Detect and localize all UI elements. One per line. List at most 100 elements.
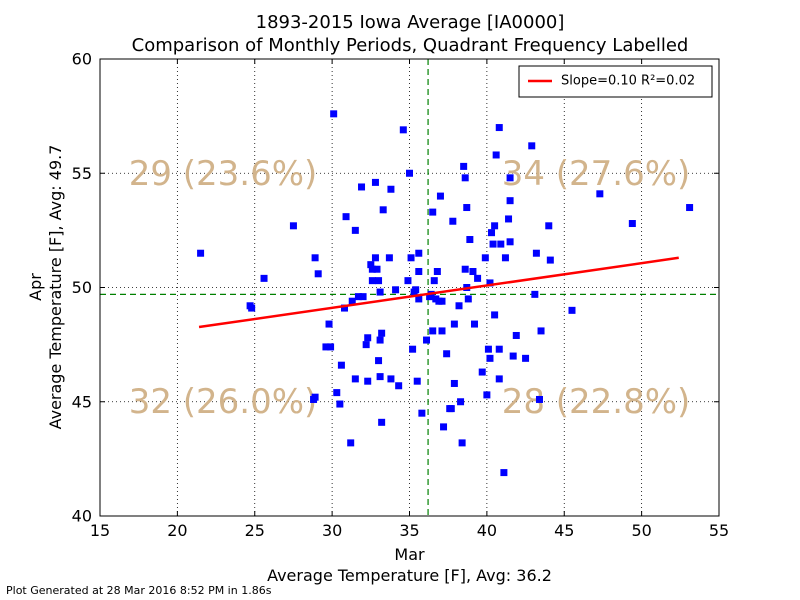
data-point — [415, 249, 423, 257]
quadrant-label-bottom-right: 28 (22.8%) — [502, 382, 691, 422]
data-point — [470, 320, 478, 328]
data-point — [438, 297, 446, 305]
data-point — [415, 295, 423, 303]
data-point — [289, 222, 297, 230]
data-point — [404, 277, 412, 285]
data-point — [449, 217, 457, 225]
data-point — [497, 240, 505, 248]
data-point — [466, 236, 474, 244]
data-point — [387, 375, 395, 383]
data-point — [311, 254, 319, 262]
data-point — [492, 151, 500, 159]
data-point — [358, 183, 366, 191]
data-point — [406, 169, 413, 177]
data-point — [354, 293, 362, 301]
data-point — [486, 279, 494, 287]
data-point — [430, 277, 438, 285]
data-points — [197, 110, 694, 477]
data-point — [376, 288, 384, 296]
legend: Slope=0.10 R²=0.02 — [518, 65, 713, 98]
data-point — [489, 240, 497, 248]
data-point — [379, 206, 387, 214]
data-point — [461, 265, 469, 273]
x-axis-label: Mar — [394, 545, 425, 564]
data-point — [322, 343, 330, 351]
y-axis-sublabel: Average Temperature [F], Avg: 49.7 — [46, 145, 65, 430]
data-point — [423, 336, 431, 344]
data-point — [341, 304, 349, 312]
data-point — [415, 268, 423, 276]
x-tick-label: 55 — [709, 521, 729, 540]
data-point — [375, 277, 383, 285]
y-tick-label: 40 — [72, 507, 92, 526]
data-point — [336, 400, 344, 408]
data-point — [371, 254, 379, 262]
data-point — [686, 204, 694, 212]
y-tick-label: 50 — [72, 278, 92, 297]
x-tick-label: 45 — [554, 521, 574, 540]
data-point — [413, 377, 421, 385]
data-point — [368, 265, 376, 273]
data-point — [342, 213, 350, 221]
data-point — [505, 215, 513, 223]
quadrant-labels: 29 (23.6%) 34 (27.6%) 32 (26.0%) 28 (22.8%) — [129, 154, 691, 422]
x-axis-sublabel: Average Temperature [F], Avg: 36.2 — [267, 566, 552, 585]
data-point — [436, 192, 444, 200]
x-tick-label: 20 — [167, 521, 187, 540]
data-point — [387, 185, 395, 193]
x-tick-label: 40 — [477, 521, 497, 540]
data-point — [469, 268, 477, 276]
data-point — [367, 261, 375, 269]
data-point — [409, 345, 417, 353]
grid — [100, 59, 719, 516]
data-point — [596, 190, 604, 198]
regression-line-segment — [198, 256, 679, 329]
data-point — [464, 295, 472, 303]
average-lines — [100, 59, 719, 516]
generation-footer: Plot Generated at 28 Mar 2016 8:52 PM in… — [6, 584, 272, 597]
data-point — [378, 418, 386, 426]
data-point — [407, 254, 415, 262]
quadrant-label-top-left: 29 (23.6%) — [129, 154, 318, 194]
data-point — [433, 268, 441, 276]
x-tick-label: 50 — [631, 521, 651, 540]
data-point — [447, 405, 455, 413]
data-point — [458, 439, 466, 447]
data-point — [325, 320, 333, 328]
data-point — [248, 304, 256, 312]
y-tick-label: 55 — [72, 164, 92, 183]
legend-label: Slope=0.10 R²=0.02 — [561, 74, 695, 89]
data-point — [450, 320, 458, 328]
data-point — [197, 249, 205, 257]
chart-subtitle: Comparison of Monthly Periods, Quadrant … — [131, 35, 689, 56]
data-point — [545, 222, 553, 230]
data-point — [535, 395, 543, 403]
data-point — [474, 274, 482, 282]
data-point — [486, 354, 494, 362]
data-point — [484, 345, 492, 353]
data-point — [314, 270, 322, 278]
quadrant-label-top-right: 34 (27.6%) — [502, 154, 691, 194]
data-point — [501, 254, 509, 262]
data-point — [491, 222, 499, 230]
data-point — [385, 254, 393, 262]
x-tick-label: 35 — [399, 521, 419, 540]
data-point — [364, 334, 372, 342]
data-point — [443, 350, 451, 358]
data-point — [546, 256, 554, 264]
data-point — [359, 293, 367, 301]
data-point — [495, 375, 503, 383]
data-point — [362, 341, 370, 349]
data-point — [509, 352, 517, 360]
x-tick-label: 30 — [322, 521, 342, 540]
data-point — [347, 439, 355, 447]
data-point — [351, 226, 359, 234]
data-point — [378, 329, 386, 337]
data-point — [376, 336, 384, 344]
data-point — [351, 375, 359, 383]
data-point — [455, 302, 463, 310]
quadrant-label-bottom-left: 32 (26.0%) — [129, 382, 318, 422]
data-point — [628, 220, 636, 228]
data-point — [483, 391, 491, 399]
